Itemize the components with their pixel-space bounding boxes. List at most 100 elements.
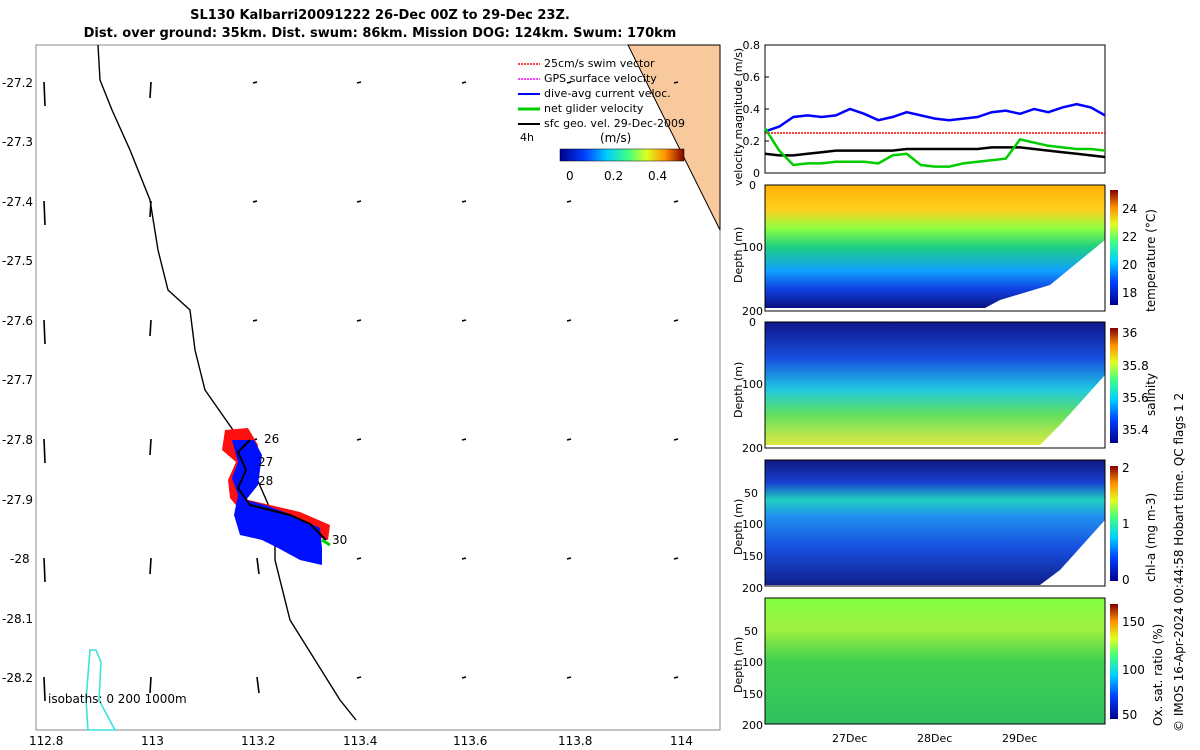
lat-tick: -28 — [10, 552, 30, 566]
geo-velocity-arrow — [673, 557, 679, 560]
chla-label: chl-a (mg m-3) — [1144, 493, 1158, 582]
geo-velocity-arrow — [149, 438, 152, 456]
isobath-shallow — [85, 649, 117, 731]
colorbar-tick: 0.2 — [604, 169, 623, 183]
depth-tick: 200 — [742, 719, 763, 732]
dive-current-fill — [232, 440, 322, 565]
geo-velocity-arrow — [356, 319, 362, 322]
geostrophic-arrows — [43, 81, 679, 702]
cbar-tick: 22 — [1122, 230, 1137, 244]
lat-tick: -27.5 — [2, 254, 33, 268]
oxygen-label: Ox. sat. ratio (%) — [1151, 624, 1165, 726]
cbar-tick: 1 — [1122, 517, 1130, 531]
cbar-tick: 20 — [1122, 258, 1137, 272]
cbar-tick: 2 — [1122, 461, 1130, 475]
geo-velocity-arrow — [566, 557, 572, 560]
geo-velocity-arrow — [43, 200, 46, 226]
depth-label: Depth (m) — [732, 362, 745, 418]
depth-tick: 100 — [742, 656, 763, 669]
geo-velocity-arrow — [43, 676, 46, 702]
cbar-tick: 0 — [1122, 573, 1130, 587]
legend-swim: 25cm/s swim vector — [544, 57, 655, 70]
geo-velocity-arrow — [356, 557, 362, 560]
geo-velocity-arrow — [673, 81, 679, 84]
depth-tick: 0 — [749, 316, 756, 329]
cbar-tick: 35.8 — [1122, 359, 1149, 373]
day-label-28: 28 — [258, 474, 273, 488]
series-line-dive-avg-current-veloc- — [764, 102, 1106, 133]
depth-tick: 150 — [742, 688, 763, 701]
lon-tick: 114 — [670, 734, 693, 748]
depth-tick: 200 — [742, 305, 763, 318]
cbar-tick: 24 — [1122, 202, 1137, 216]
chart-title-line1: SL130 Kalbarri20091222 26-Dec 00Z to 29-… — [190, 8, 570, 23]
velocity-ylabel: velocity magnitude (m/s) — [732, 48, 745, 186]
salinity-field — [765, 322, 1105, 445]
salinity-axes-box — [764, 321, 1106, 449]
cbar-tick: 35.6 — [1122, 391, 1149, 405]
depth-tick: 50 — [744, 625, 758, 638]
lon-tick: 112.8 — [29, 734, 63, 748]
oxygen-field — [765, 598, 1105, 724]
map-panel: 26 27 28 30 -27.2 -27.3 -27.4 -27.5 -27.… — [2, 44, 721, 748]
lon-tick: 113.2 — [241, 734, 275, 748]
geo-velocity-arrow — [256, 557, 260, 575]
geo-velocity-arrow — [43, 557, 46, 583]
geo-velocity-arrow — [149, 81, 152, 99]
depth-label: Depth (m) — [732, 637, 745, 693]
temperature-colorbar — [1110, 190, 1118, 305]
velocity-panel: 0 0.2 0.4 0.6 0.8 velocity magnitude (m/s) — [732, 39, 1106, 186]
colorbar-units: (m/s) — [600, 131, 631, 145]
oxygen-panel: Depth (m) Ox. sat. ratio (%) 50 100 150 … — [732, 597, 1165, 745]
footer-credit: © IMOS 16-Apr-2024 00:44:58 Hobart time.… — [1172, 392, 1186, 732]
geo-velocity-arrow — [256, 676, 260, 694]
day-label-26: 26 — [264, 432, 279, 446]
date-tick: 27Dec — [832, 732, 867, 745]
geo-velocity-arrow — [356, 200, 362, 203]
cbar-tick: 35.4 — [1122, 423, 1149, 437]
velocity-tick-label: 0.8 — [743, 39, 761, 52]
lat-tick: -28.1 — [2, 612, 33, 626]
day-label-27: 27 — [258, 455, 273, 469]
day-label-30: 30 — [332, 533, 347, 547]
geo-velocity-arrow — [566, 319, 572, 322]
depth-tick: 200 — [742, 442, 763, 455]
chla-colorbar — [1110, 466, 1118, 581]
geo-velocity-arrow — [252, 200, 258, 203]
geo-velocity-arrow — [461, 200, 467, 203]
cbar-tick: 100 — [1122, 663, 1145, 677]
depth-label: Depth (m) — [732, 499, 745, 555]
series-line-net-glider-velocity — [763, 127, 1106, 168]
lat-tick: -28.2 — [2, 671, 33, 685]
geo-velocity-arrow — [461, 438, 467, 441]
depth-tick: 50 — [744, 487, 758, 500]
depth-tick: 200 — [742, 582, 763, 595]
geo-velocity-arrow — [673, 319, 679, 322]
velocity-y-ticks: 0 0.2 0.4 0.6 0.8 — [743, 39, 769, 180]
velocity-tick-label: 0.4 — [743, 103, 761, 116]
legend-geo: sfc geo. vel. 29-Dec-2009 — [544, 117, 685, 130]
lat-ticks: -27.2 -27.3 -27.4 -27.5 -27.6 -27.7 -27.… — [2, 76, 33, 685]
legend-net: net glider velocity — [544, 102, 644, 115]
colorbar-tick: 0 — [566, 169, 574, 183]
velocity-tick-label: 0.6 — [743, 71, 761, 84]
land-polygon — [627, 44, 721, 231]
oxygen-axes-box — [764, 597, 1106, 725]
temperature-label: temperature (°C) — [1144, 209, 1158, 312]
geo-velocity-arrow — [566, 438, 572, 441]
lon-tick: 113.6 — [453, 734, 487, 748]
isobaths-label: isobaths: 0 200 1000m — [48, 692, 187, 706]
geo-velocity-arrow — [149, 676, 152, 694]
geo-velocity-arrow — [461, 676, 467, 679]
geo-velocity-arrow — [461, 319, 467, 322]
geo-velocity-arrow — [252, 81, 258, 84]
geo-velocity-arrow — [43, 319, 46, 345]
geo-velocity-arrow — [149, 557, 152, 575]
geo-velocity-arrow — [252, 319, 258, 322]
lat-tick: -27.2 — [2, 76, 33, 90]
geo-velocity-arrow — [356, 81, 362, 84]
chla-axes-box — [764, 459, 1106, 587]
lat-tick: -27.9 — [2, 493, 33, 507]
date-tick: 28Dec — [917, 732, 952, 745]
